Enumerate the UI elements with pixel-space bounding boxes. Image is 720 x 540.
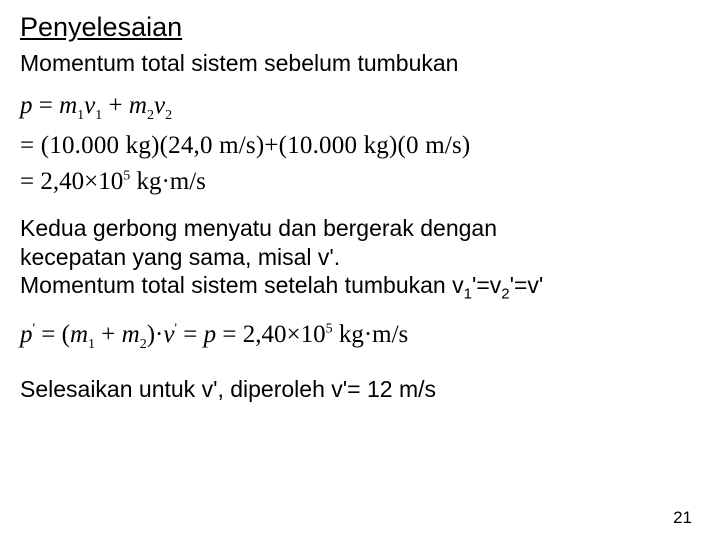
eq2-m1: m	[70, 321, 88, 348]
mid-l3b: '=v	[472, 272, 501, 298]
intro-line: Momentum total sistem sebelum tumbukan	[20, 49, 700, 78]
eq1-v1: v	[84, 92, 95, 119]
eq1-m2: m	[129, 92, 147, 119]
eq1-line2: = (10.000 kg)(24,0 m/s)+(10.000 kg)(0 m/…	[20, 132, 700, 160]
eq1-m1: m	[59, 92, 77, 119]
eq1-plus: +	[102, 92, 129, 119]
eq1-ten: 10	[98, 168, 123, 195]
eq2-rpar: )	[147, 321, 155, 348]
eq1-line2-text: = (10.000 kg)(24,0 m/s)+(10.000 kg)(0 m/…	[20, 132, 470, 159]
section-title: Penyelesaian	[20, 12, 700, 43]
eq1-v2: v	[154, 92, 165, 119]
eq1-line1: p = m1v1 + m2v2	[20, 92, 700, 124]
eq2-units: kg·m/s	[333, 321, 409, 348]
mid-l1: Kedua gerbong menyatu dan bergerak denga…	[20, 214, 700, 243]
mid-l3c: '=v'	[510, 272, 544, 298]
eq1-line3: = 2,40×105 kg·m/s	[20, 168, 700, 196]
eq1-line3a: = 2,40	[20, 168, 84, 195]
eq1-v2-sub: 2	[165, 108, 172, 123]
eq1-times: ×	[84, 168, 98, 195]
eq2-m1-sub: 1	[88, 337, 95, 352]
mid-l2-text: kecepatan yang sama, misal v'.	[20, 244, 340, 270]
eq2-plus: +	[95, 321, 122, 348]
eq2-pr: p	[204, 321, 217, 348]
mid-l3a: Momentum total sistem setelah tumbukan v	[20, 272, 464, 298]
mid-sub2: 2	[501, 286, 509, 303]
eq1-p: p	[20, 92, 33, 119]
eq2-ten: 10	[301, 321, 326, 348]
eq1-eq: =	[33, 92, 60, 119]
eq2-p: p	[20, 321, 33, 348]
eq2-m2-sub: 2	[140, 337, 147, 352]
eq2-exp: 5	[326, 321, 333, 336]
equation-block-1: p = m1v1 + m2v2 = (10.000 kg)(24,0 m/s)+…	[20, 92, 700, 196]
eq2-line: p' = (m1 + m2)·v' = p = 2,40×105 kg·m/s	[20, 321, 700, 353]
mid-paragraph: Kedua gerbong menyatu dan bergerak denga…	[20, 214, 700, 305]
eq2-times: ×	[286, 321, 300, 348]
eq2-eq2: =	[177, 321, 204, 348]
eq2-v: v	[163, 321, 174, 348]
final-line: Selesaikan untuk v', diperoleh v'= 12 m/…	[20, 375, 700, 404]
equation-block-2: p' = (m1 + m2)·v' = p = 2,40×105 kg·m/s	[20, 321, 700, 353]
mid-l2: kecepatan yang sama, misal v'.	[20, 243, 700, 272]
mid-sub1: 1	[464, 286, 472, 303]
eq2-lpar: (	[62, 321, 70, 348]
eq2-eq3: =	[216, 321, 243, 348]
eq1-units: kg·m/s	[130, 168, 206, 195]
eq1-m2-sub: 2	[147, 108, 154, 123]
eq2-eq: =	[35, 321, 62, 348]
eq2-val: 2,40	[243, 321, 287, 348]
page-number: 21	[673, 508, 692, 528]
mid-l3: Momentum total sistem setelah tumbukan v…	[20, 271, 700, 304]
eq2-m2: m	[122, 321, 140, 348]
